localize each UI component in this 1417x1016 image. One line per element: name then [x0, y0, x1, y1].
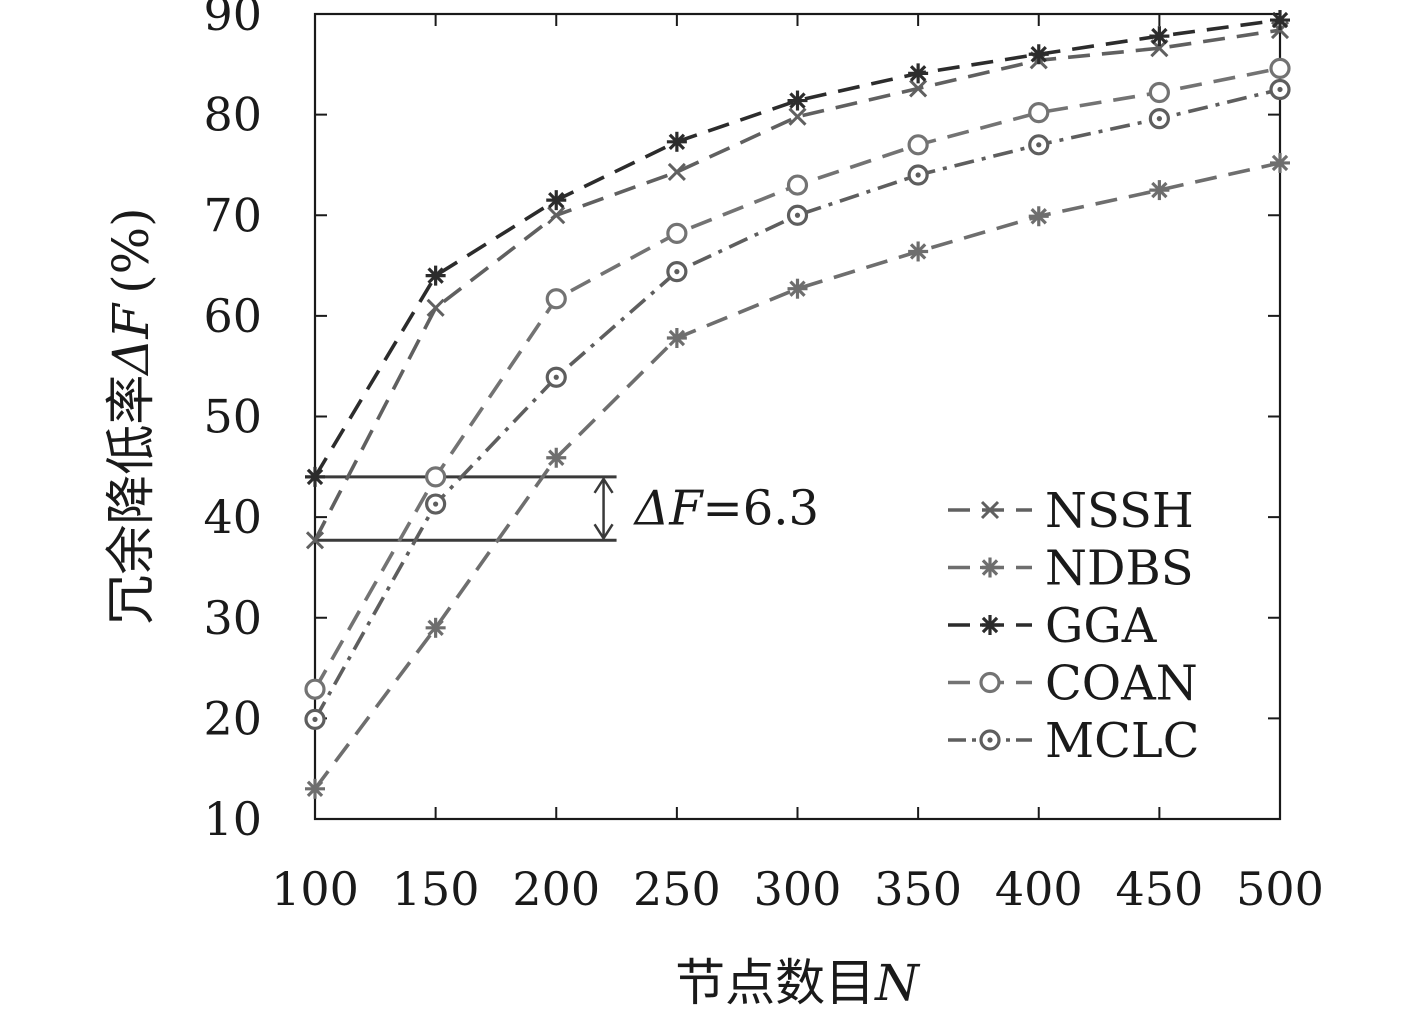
data-point-gga — [1028, 44, 1049, 65]
x-axis-title-var: N — [874, 954, 921, 1012]
ticks — [314, 13, 1281, 820]
data-point-ndbs — [787, 278, 808, 299]
data-point-gga — [546, 190, 567, 211]
data-point-coan — [786, 174, 809, 196]
x-tick-label: 300 — [754, 862, 842, 916]
data-point-ndbs — [908, 241, 929, 262]
data-point-nssh — [909, 79, 928, 98]
x-axis-title: 节点数目N — [675, 954, 921, 1012]
data-point-coan — [304, 678, 326, 700]
legend-marker — [979, 671, 1001, 694]
data-point-coan — [666, 222, 688, 244]
data-point-gga — [666, 131, 687, 152]
data-point-ndbs — [546, 447, 567, 468]
y-tick-label: 80 — [203, 88, 262, 142]
legend-marker — [980, 557, 1000, 578]
y-tick-label: 10 — [203, 792, 262, 846]
data-point-mclc — [786, 204, 809, 226]
x-tick-label: 200 — [512, 862, 600, 916]
tick-labels: 100 150 200 250 300 350 400 450 500 10 20 30 40 50 60 7… — [203, 0, 1323, 916]
data-point-coan — [425, 466, 447, 488]
annotation-label: ΔF=6.3 — [633, 481, 820, 537]
legend-item-coan: COAN — [948, 656, 1198, 712]
legend-item-mclc: MCLC — [948, 713, 1199, 769]
y-axis-title-var: ΔF — [102, 302, 160, 377]
series-group — [304, 10, 1291, 799]
annotation-value: =6.3 — [703, 481, 820, 537]
series-line-mclc — [313, 87, 1281, 721]
data-point-gga — [787, 90, 808, 111]
data-point-coan — [1148, 81, 1170, 104]
x-tick-label: 250 — [633, 862, 721, 916]
annotation-arrowhead-up — [593, 476, 614, 494]
data-point-mclc — [907, 164, 929, 186]
x-tick-label: 100 — [271, 862, 359, 916]
data-point-mclc — [1148, 108, 1170, 130]
y-tick-label: 90 — [203, 0, 262, 41]
y-tick-label: 70 — [203, 188, 262, 242]
data-point-nssh — [788, 107, 807, 126]
data-point-mclc — [1028, 134, 1050, 156]
y-tick-label: 50 — [203, 390, 262, 444]
y-axis-title-unit: (%) — [102, 207, 160, 294]
data-point-gga — [908, 63, 929, 84]
data-point-gga — [1270, 10, 1290, 31]
data-point-mclc — [425, 493, 447, 515]
data-point-ndbs — [1028, 206, 1049, 227]
data-point-mclc — [304, 708, 326, 730]
series-line-gga — [313, 18, 1281, 478]
annotation-arrowhead-down — [593, 523, 614, 541]
x-axis-title-text: 节点数目 — [675, 954, 875, 1012]
x-tick-label: 500 — [1236, 862, 1324, 916]
data-point-mclc — [1269, 78, 1291, 101]
data-point-coan — [907, 134, 929, 156]
data-point-ndbs — [1149, 180, 1170, 201]
data-point-nssh — [305, 531, 325, 550]
legend-marker — [979, 729, 1001, 751]
y-tick-label: 40 — [203, 490, 262, 544]
x-tick-label: 450 — [1115, 862, 1203, 916]
legend-label: GGA — [1045, 598, 1158, 654]
legend-label: MCLC — [1045, 713, 1199, 769]
legend-label: NSSH — [1045, 483, 1194, 539]
y-tick-label: 20 — [203, 691, 262, 745]
data-point-gga — [425, 265, 446, 286]
x-tick-label: 350 — [874, 862, 962, 916]
data-point-coan — [1028, 102, 1050, 124]
data-point-gga — [305, 466, 325, 487]
data-point-ndbs — [305, 778, 325, 799]
data-point-coan — [545, 288, 567, 310]
legend-item-nssh: NSSH — [948, 483, 1194, 539]
x-tick-label: 400 — [995, 862, 1083, 916]
y-tick-label: 60 — [203, 289, 262, 343]
data-point-ndbs — [425, 617, 446, 638]
annotation-var: ΔF — [633, 481, 705, 537]
y-axis-title: 冗余降低率ΔF (%) — [102, 207, 160, 624]
legend-label: COAN — [1045, 656, 1198, 712]
data-point-mclc — [666, 261, 688, 283]
legend-item-ndbs: NDBS — [948, 541, 1194, 597]
data-point-ndbs — [1270, 152, 1290, 173]
series-line-nssh — [313, 28, 1281, 542]
y-tick-label: 30 — [203, 591, 262, 645]
legend-marker — [980, 500, 1000, 520]
data-point-nssh — [667, 162, 686, 182]
x-tick-label: 150 — [392, 862, 480, 916]
legend-label: NDBS — [1045, 541, 1194, 597]
data-point-mclc — [545, 366, 567, 388]
data-point-ndbs — [666, 328, 687, 349]
data-point-gga — [1149, 26, 1170, 47]
delta-f-annotation: ΔF=6.3 — [315, 475, 820, 542]
data-point-nssh — [426, 298, 445, 317]
data-point-coan — [1269, 57, 1291, 79]
legend-item-gga: GGA — [948, 598, 1158, 654]
legend-marker — [980, 615, 1000, 635]
y-axis-title-text: 冗余降低率 — [102, 375, 160, 625]
data-point-nssh — [547, 206, 566, 225]
